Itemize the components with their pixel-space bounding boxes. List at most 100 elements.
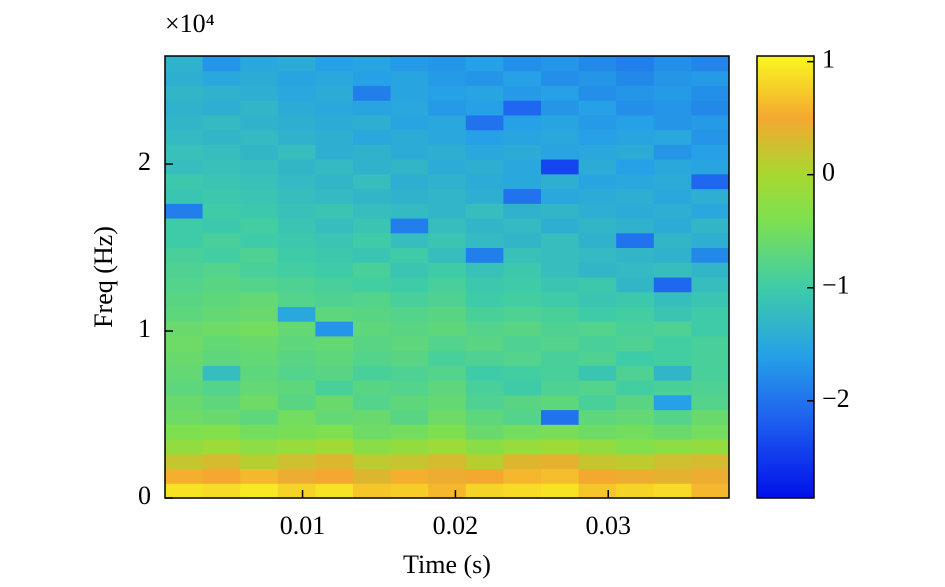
heatmap-cell <box>465 350 504 366</box>
heatmap-cell <box>616 70 655 86</box>
heatmap-cell <box>691 129 730 145</box>
heatmap-cell <box>202 144 241 160</box>
heatmap-cell <box>578 453 617 470</box>
heatmap-cell <box>465 453 504 470</box>
heatmap-cell <box>503 247 542 263</box>
heatmap-cell <box>165 468 204 484</box>
heatmap-cell <box>541 55 580 72</box>
heatmap-cell <box>165 218 204 234</box>
heatmap-cell <box>465 468 504 484</box>
heatmap-cell <box>277 114 316 131</box>
heatmap-cell <box>428 424 467 440</box>
heatmap-cell <box>691 291 730 307</box>
heatmap-cell <box>165 114 204 131</box>
heatmap-cell <box>353 321 392 337</box>
heatmap-cell <box>165 55 204 72</box>
heatmap-cell <box>165 70 204 86</box>
heatmap-cell <box>541 335 580 352</box>
x-tick-label: 0.01 <box>280 511 326 540</box>
heatmap-cell <box>428 321 467 337</box>
heatmap-cell <box>428 203 467 219</box>
heatmap-cell <box>503 173 542 190</box>
heatmap-cell <box>390 291 429 307</box>
heatmap-cell <box>541 291 580 307</box>
heatmap-cell <box>653 291 692 307</box>
heatmap-cell <box>541 453 580 470</box>
heatmap-cell <box>465 218 504 234</box>
heatmap-cell <box>691 100 730 116</box>
heatmap-cell <box>240 350 279 366</box>
heatmap-cell <box>315 159 354 175</box>
heatmap-cell <box>653 262 692 278</box>
heatmap-cell <box>353 70 392 86</box>
heatmap-cell <box>202 483 241 499</box>
heatmap-cell <box>503 321 542 337</box>
heatmap-cell <box>503 483 542 499</box>
heatmap-cell <box>428 55 467 72</box>
heatmap-cell <box>390 365 429 381</box>
heatmap-cell <box>691 247 730 263</box>
heatmap-cell <box>353 306 392 322</box>
heatmap-cell <box>390 55 429 72</box>
heatmap-cell <box>503 335 542 352</box>
heatmap-cell <box>578 409 617 425</box>
heatmap-cell <box>653 276 692 293</box>
heatmap-cell <box>315 247 354 263</box>
heatmap-cell <box>653 114 692 131</box>
heatmap-cell <box>315 394 354 411</box>
heatmap-cell <box>616 114 655 131</box>
heatmap-cell <box>503 394 542 411</box>
heatmap-cell <box>202 321 241 337</box>
heatmap-cell <box>691 424 730 440</box>
heatmap-cell <box>503 70 542 86</box>
heatmap-cell <box>165 85 204 101</box>
heatmap-cell <box>240 173 279 190</box>
heatmap-cell <box>465 55 504 72</box>
heatmap-cell <box>541 218 580 234</box>
heatmap-cell <box>653 365 692 381</box>
heatmap-cell <box>240 232 279 249</box>
heatmap-cell <box>465 232 504 249</box>
heatmap-cell <box>277 218 316 234</box>
heatmap-cell <box>541 439 580 455</box>
heatmap-cell <box>616 453 655 470</box>
heatmap-cell <box>691 114 730 131</box>
heatmap-cell <box>353 232 392 249</box>
heatmap-cell <box>616 468 655 484</box>
colorbar-tick-label: 0 <box>822 158 835 187</box>
heatmap-cell <box>465 144 504 160</box>
heatmap-cell <box>277 335 316 352</box>
heatmap-cell <box>240 188 279 204</box>
heatmap-cell <box>353 394 392 411</box>
heatmap-cell <box>240 276 279 293</box>
heatmap-cell <box>653 232 692 249</box>
heatmap-cell <box>465 173 504 190</box>
heatmap-cell <box>653 247 692 263</box>
y-tick-label: 0 <box>138 481 151 510</box>
heatmap-cell <box>165 409 204 425</box>
heatmap-cell <box>578 218 617 234</box>
heatmap-cell <box>691 365 730 381</box>
heatmap-cell <box>541 468 580 484</box>
heatmap-cell <box>390 335 429 352</box>
heatmap-cell <box>541 262 580 278</box>
heatmap-cell <box>503 453 542 470</box>
heatmap-cell <box>541 424 580 440</box>
heatmap-cell <box>428 453 467 470</box>
heatmap-cell <box>691 262 730 278</box>
heatmap-cell <box>165 262 204 278</box>
heatmap-cell <box>277 291 316 307</box>
heatmap-cell <box>541 203 580 219</box>
heatmap-cell <box>465 276 504 293</box>
colorbar-tick-label: −2 <box>822 384 850 413</box>
heatmap-cell <box>578 188 617 204</box>
heatmap-cell <box>503 439 542 455</box>
heatmap-cell <box>353 380 392 396</box>
heatmap-cell <box>691 232 730 249</box>
heatmap-cell <box>315 453 354 470</box>
heatmap-cell <box>202 453 241 470</box>
heatmap-cell <box>353 129 392 145</box>
x-tick-label: 0.02 <box>433 511 479 540</box>
heatmap-cell <box>390 483 429 499</box>
heatmap-cell <box>691 218 730 234</box>
